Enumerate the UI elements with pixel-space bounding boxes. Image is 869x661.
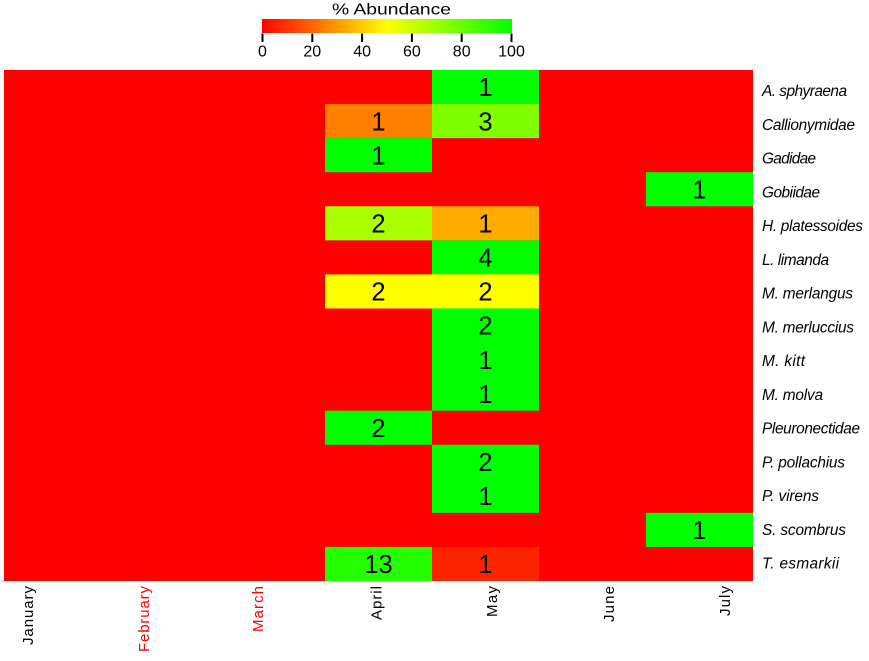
svg-text:1: 1: [692, 517, 706, 545]
svg-text:S. scombrus: S. scombrus: [762, 522, 846, 539]
svg-text:13: 13: [364, 551, 392, 579]
svg-text:2: 2: [371, 415, 385, 443]
svg-text:May: May: [484, 586, 501, 618]
svg-text:60: 60: [403, 44, 421, 61]
svg-text:T. esmarkii: T. esmarkii: [762, 556, 840, 573]
svg-text:Pleuronectidae: Pleuronectidae: [762, 421, 860, 438]
svg-text:Gobiidae: Gobiidae: [762, 184, 820, 201]
svg-text:2: 2: [371, 279, 385, 307]
svg-text:40: 40: [353, 44, 371, 61]
svg-text:0: 0: [258, 44, 267, 61]
svg-text:% Abundance: % Abundance: [332, 2, 451, 19]
svg-text:2: 2: [478, 313, 492, 341]
svg-text:February: February: [136, 586, 153, 653]
svg-text:1: 1: [371, 142, 385, 170]
svg-text:P. virens: P. virens: [762, 488, 819, 505]
svg-text:July: July: [717, 586, 734, 617]
svg-text:1: 1: [478, 381, 492, 409]
svg-text:March: March: [250, 586, 267, 632]
svg-text:1: 1: [478, 347, 492, 375]
svg-text:20: 20: [303, 44, 321, 61]
svg-text:L. limanda: L. limanda: [762, 252, 829, 269]
svg-text:1: 1: [692, 176, 706, 204]
svg-text:80: 80: [453, 44, 471, 61]
svg-text:M. merluccius: M. merluccius: [762, 319, 854, 336]
svg-text:100: 100: [498, 44, 525, 61]
svg-text:1: 1: [478, 483, 492, 511]
svg-text:M. molva: M. molva: [762, 387, 823, 404]
svg-text:1: 1: [478, 211, 492, 239]
svg-text:1: 1: [371, 108, 385, 136]
svg-text:2: 2: [478, 279, 492, 307]
svg-text:April: April: [369, 586, 386, 620]
svg-text:1: 1: [478, 74, 492, 102]
svg-text:2: 2: [371, 211, 385, 239]
svg-text:3: 3: [478, 108, 492, 136]
svg-text:January: January: [20, 586, 37, 646]
svg-text:P. pollachius: P. pollachius: [762, 454, 845, 471]
svg-text:Gadidae: Gadidae: [762, 151, 816, 168]
svg-text:Callionymidae: Callionymidae: [762, 117, 855, 134]
svg-text:H. platessoides: H. platessoides: [762, 218, 863, 235]
svg-text:A. sphyraena: A. sphyraena: [761, 83, 847, 100]
svg-text:June: June: [601, 586, 618, 622]
svg-text:M. kitt: M. kitt: [762, 353, 806, 370]
svg-text:M. merlangus: M. merlangus: [762, 286, 853, 303]
svg-text:2: 2: [478, 449, 492, 477]
svg-text:4: 4: [478, 245, 492, 273]
svg-text:1: 1: [478, 551, 492, 579]
